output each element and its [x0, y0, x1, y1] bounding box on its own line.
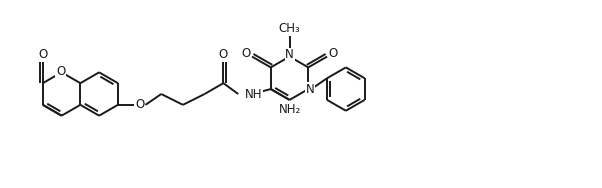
- Text: O: O: [56, 65, 65, 78]
- Text: N: N: [285, 48, 294, 61]
- Text: O: O: [38, 48, 48, 61]
- Text: O: O: [241, 47, 250, 60]
- Text: O: O: [219, 48, 228, 61]
- Text: NH: NH: [245, 87, 262, 101]
- Text: O: O: [329, 47, 338, 60]
- Text: NH₂: NH₂: [278, 103, 300, 116]
- Text: O: O: [135, 98, 144, 111]
- Text: N: N: [306, 83, 315, 96]
- Text: CH₃: CH₃: [279, 23, 300, 36]
